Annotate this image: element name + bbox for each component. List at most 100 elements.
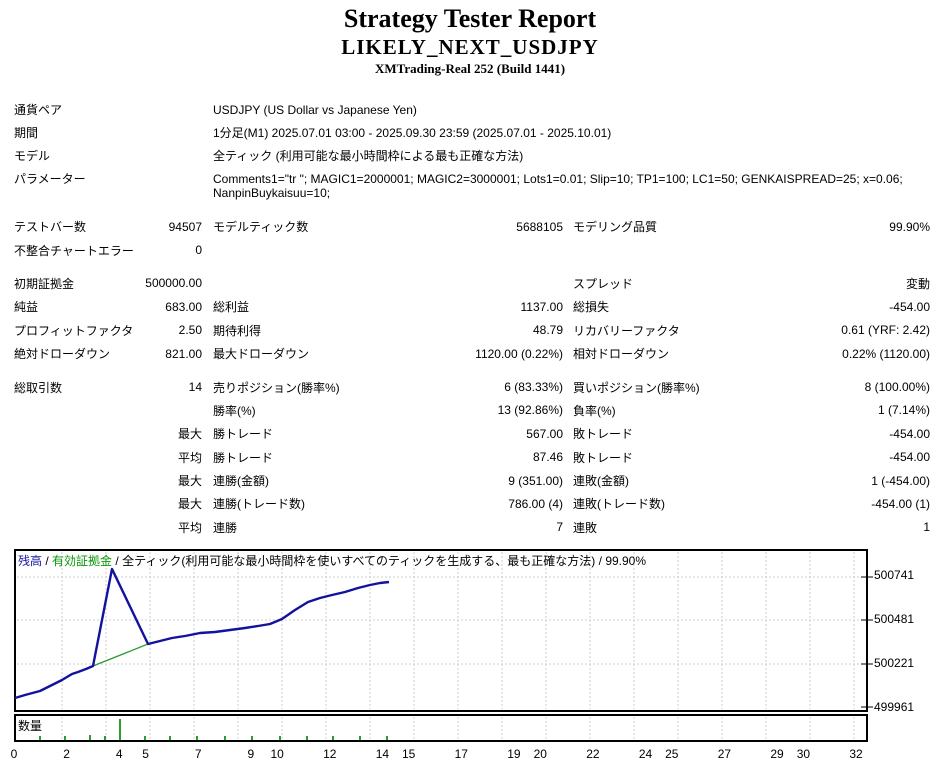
- stat-value: -454.00: [889, 426, 930, 441]
- stat-value: 1 (7.14%): [877, 403, 930, 418]
- stat-value: 2.50: [178, 323, 202, 338]
- volume-chart-label: 数量: [18, 719, 43, 733]
- results-row: 純益 683.00 総利益 1137.00 総損失 -454.00: [0, 295, 940, 318]
- stat-value: 1137.00: [520, 299, 564, 314]
- results-row: 平均 勝トレード 87.46 敗トレード -454.00: [0, 446, 940, 469]
- results-section: テストバー数 94507 モデルティック数 5688105 モデリング品質 99.90% 不…: [0, 215, 940, 262]
- y-axis-label: 499961: [874, 700, 915, 714]
- stat-value: 14: [188, 380, 202, 395]
- x-axis-label: 25: [665, 747, 679, 761]
- stat-value: -454.00: [889, 450, 930, 465]
- results-row: テストバー数 94507 モデルティック数 5688105 モデリング品質 99.90%: [0, 215, 940, 238]
- results-row: 不整合チャートエラー 0: [0, 238, 940, 261]
- stat-label: 連敗(トレード数): [573, 497, 665, 512]
- results-row: 総取引数 14 売りポジション(勝率%) 6 (83.33%) 買いポジション(勝率%)…: [0, 375, 940, 398]
- stat-label: 売りポジション(勝率%): [213, 380, 340, 395]
- stat-label: 相対ドローダウン: [573, 347, 670, 362]
- stat-label: 総取引数: [14, 380, 63, 395]
- stat-value: 最大: [177, 497, 202, 512]
- chart-canvas: [14, 549, 873, 742]
- balance-line: [14, 567, 390, 700]
- results-row: 初期証拠金 500000.00 スプレッド 変動: [0, 272, 940, 295]
- stat-label: テストバー数: [14, 220, 87, 235]
- stat-value: 0: [195, 243, 202, 258]
- results-section: 初期証拠金 500000.00 スプレッド 変動 純益 683.00 総利益 1137.00 総…: [0, 272, 940, 366]
- stat-value: 最大: [177, 427, 202, 442]
- strategy-tester-report: Strategy Tester Report LIKELY_NEXT_USDJP…: [0, 4, 940, 761]
- x-axis-label: 24: [638, 747, 653, 761]
- results-row: 勝率(%) 13 (92.86%) 負率(%) 1 (7.14%): [0, 399, 940, 422]
- stat-value: 94507: [168, 219, 202, 234]
- x-axis-label: 7: [194, 747, 202, 761]
- x-axis-label: 17: [454, 747, 468, 761]
- stat-label: モデルティック数: [213, 220, 309, 235]
- x-axis-label: 32: [849, 747, 863, 761]
- stat-label: 不整合チャートエラー: [14, 243, 134, 258]
- stat-value: 786.00 (4): [508, 496, 563, 511]
- stat-label: 連勝(トレード数): [213, 497, 305, 512]
- stat-label: 初期証拠金: [14, 276, 75, 291]
- setting-label: パラメーター: [14, 172, 86, 186]
- stat-value: 5688105: [516, 219, 563, 234]
- setting-value: 全ティック (利用可能な最小時間枠による最も正確な方法): [213, 149, 524, 163]
- stat-value: 1: [923, 520, 930, 535]
- legend-equity-label: 有効証拠金: [52, 554, 113, 568]
- stat-label: 勝トレード: [213, 450, 274, 465]
- x-axis-label: 12: [323, 747, 337, 761]
- stat-value: 1 (-454.00): [871, 473, 930, 488]
- results-table: テストバー数 94507 モデルティック数 5688105 モデリング品質 99.90% 不…: [0, 215, 940, 539]
- stat-value: 7: [556, 520, 563, 535]
- x-axis-label: 2: [63, 747, 70, 761]
- stat-label: 買いポジション(勝率%): [573, 380, 700, 395]
- stat-label: スプレッド: [573, 276, 634, 291]
- stat-value: -454.00: [889, 299, 930, 314]
- results-row: 最大 連勝(トレード数) 786.00 (4) 連敗(トレード数) -454.00 (1…: [0, 492, 940, 515]
- x-axis-label: 15: [402, 747, 416, 761]
- legend-separator: /: [42, 554, 53, 568]
- y-axis-label: 500481: [874, 612, 915, 626]
- x-axis-label: 19: [507, 747, 521, 761]
- stat-value: 8 (100.00%): [864, 380, 930, 395]
- stat-value: 0.61 (YRF: 2.42): [841, 323, 930, 338]
- stat-value: 6 (83.33%): [504, 380, 563, 395]
- server-build-label: XMTrading-Real 252 (Build 1441): [374, 61, 566, 76]
- stat-value: 99.90%: [889, 219, 930, 234]
- stat-label: 敗トレード: [573, 450, 634, 465]
- stat-label: 絶対ドローダウン: [14, 347, 111, 362]
- x-axis-label: 9: [247, 747, 255, 761]
- chart-legend: 残高 / 有効証拠金 / 全ティック(利用可能な最小時間枠を使いすべてのティック…: [18, 552, 646, 569]
- x-axis-label: 14: [375, 747, 390, 761]
- results-row: 最大 連勝(金額) 9 (351.00) 連敗(金額) 1 (-454.00): [0, 469, 940, 492]
- stat-label: 勝トレード: [213, 427, 274, 442]
- results-section: 総取引数 14 売りポジション(勝率%) 6 (83.33%) 買いポジション(勝率%)…: [0, 375, 940, 539]
- results-row: 最大 勝トレード 567.00 敗トレード -454.00: [0, 422, 940, 445]
- stat-label: 期待利得: [213, 323, 262, 338]
- volume-chart-frame: [14, 714, 868, 742]
- stat-value: 最大: [177, 474, 202, 489]
- stat-label: 勝率(%): [213, 403, 256, 418]
- setting-label: 通貨ペア: [14, 103, 63, 117]
- setting-label: モデル: [14, 149, 51, 163]
- legend-model-note: 全ティック(利用可能な最小時間枠を使いすべてのティックを生成する、最も正確な方法…: [122, 554, 596, 568]
- stat-label: 総利益: [213, 300, 250, 315]
- stat-label: プロフィットファクタ: [14, 323, 134, 338]
- stat-label: 連勝(金額): [213, 474, 269, 489]
- stat-value: 500000.00: [145, 276, 202, 291]
- x-axis-label: 0: [10, 747, 18, 761]
- stat-label: リカバリーファクタ: [573, 323, 680, 338]
- stat-value: 平均: [177, 450, 202, 465]
- report-header: Strategy Tester Report LIKELY_NEXT_USDJP…: [0, 4, 940, 78]
- x-axis-label: 10: [270, 747, 284, 761]
- stat-value: 821.00: [165, 346, 202, 361]
- page-title: Strategy Tester Report: [343, 4, 597, 33]
- stat-value: 0.22% (1120.00): [842, 346, 930, 361]
- stat-label: 最大ドローダウン: [213, 347, 310, 362]
- balance-chart: 残高 / 有効証拠金 / 全ティック(利用可能な最小時間枠を使いすべてのティック…: [0, 549, 940, 767]
- stat-label: 総損失: [573, 300, 610, 315]
- setting-value: USDJPY (US Dollar vs Japanese Yen): [213, 103, 417, 117]
- stat-value: 87.46: [532, 450, 563, 465]
- stat-value: 9 (351.00): [508, 473, 563, 488]
- x-axis-label: 29: [770, 747, 784, 761]
- legend-separator: /: [595, 554, 606, 568]
- setting-label: 期間: [14, 126, 39, 140]
